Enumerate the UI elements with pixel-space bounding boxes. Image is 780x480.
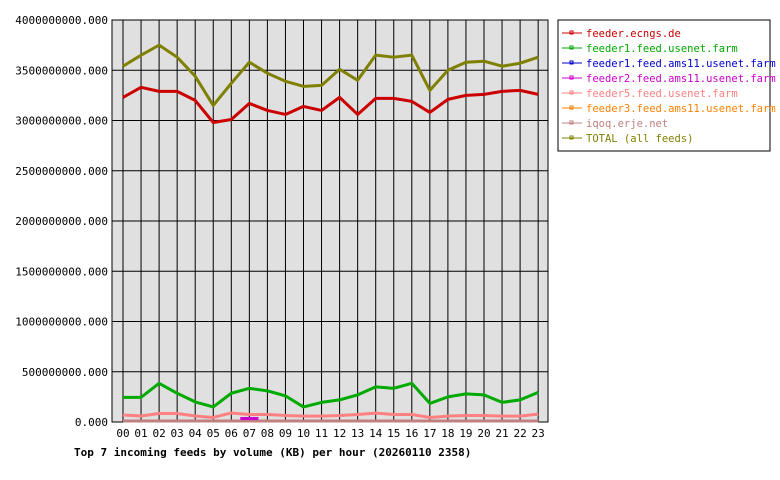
legend-marker-icon xyxy=(569,105,574,110)
y-tick-label: 4000000000.000 xyxy=(15,14,108,27)
legend-item: feeder1.feed.usenet.farm xyxy=(562,43,738,55)
y-tick-label: 2000000000.000 xyxy=(15,215,108,228)
legend-marker-icon xyxy=(569,120,574,125)
x-tick-label: 17 xyxy=(423,427,436,440)
legend-label: feeder1.feed.ams11.usenet.farm xyxy=(586,58,776,70)
x-tick-label: 16 xyxy=(405,427,418,440)
y-tick-label: 1500000000.000 xyxy=(15,265,108,278)
legend-item: feeder1.feed.ams11.usenet.farm xyxy=(562,58,776,70)
x-tick-label: 02 xyxy=(152,427,165,440)
x-tick-label: 07 xyxy=(243,427,256,440)
series-line xyxy=(122,411,539,419)
legend-item: iqoq.erje.net xyxy=(562,118,668,130)
legend-label: feeder2.feed.ams11.usenet.farm xyxy=(586,73,776,85)
legend-label: feeder1.feed.usenet.farm xyxy=(586,43,738,55)
y-tick-label: 1000000000.000 xyxy=(15,316,108,329)
series-feeder5-feed-usenet-farm xyxy=(122,411,539,419)
legend-label: feeder3.feed.ams11.usenet.farm xyxy=(586,103,776,115)
x-tick-label: 12 xyxy=(333,427,346,440)
y-tick-label: 3000000000.000 xyxy=(15,115,108,128)
legend-label: iqoq.erje.net xyxy=(586,118,668,130)
legend-item: TOTAL (all feeds) xyxy=(562,133,693,145)
series-feeder1-feed-usenet-farm xyxy=(122,381,539,409)
legend-item: feeder.ecngs.de xyxy=(562,28,681,40)
y-tick-label: 500000000.000 xyxy=(22,366,108,379)
legend-marker-icon xyxy=(569,60,574,65)
x-tick-label: 09 xyxy=(279,427,292,440)
x-tick-label: 20 xyxy=(477,427,490,440)
x-tick-label: 23 xyxy=(532,427,545,440)
legend-box xyxy=(557,19,771,152)
legend-item: feeder5.feed.usenet.farm xyxy=(562,88,738,100)
y-tick-label: 3500000000.000 xyxy=(15,64,108,77)
legend-marker-icon xyxy=(569,90,574,95)
legend-item: feeder2.feed.ams11.usenet.farm xyxy=(562,73,776,85)
series-line xyxy=(122,85,539,125)
y-tick-label: 2500000000.000 xyxy=(15,165,108,178)
x-tick-label: 04 xyxy=(189,427,203,440)
x-tick-label: 08 xyxy=(261,427,274,440)
x-tick-label: 03 xyxy=(171,427,184,440)
x-tick-label: 06 xyxy=(225,427,238,440)
x-tick-label: 11 xyxy=(315,427,328,440)
x-tick-label: 05 xyxy=(207,427,220,440)
series-feeder-ecngs-de xyxy=(122,85,539,125)
legend-label: feeder5.feed.usenet.farm xyxy=(586,88,738,100)
series-line xyxy=(123,381,539,409)
x-tick-label: 21 xyxy=(495,427,508,440)
legend-marker-icon xyxy=(569,30,574,35)
series-total-all-feeds- xyxy=(122,43,539,107)
legend-label: TOTAL (all feeds) xyxy=(586,133,693,145)
x-tick-label: 22 xyxy=(513,427,526,440)
y-tick-label: 0.000 xyxy=(75,416,108,429)
x-tick-label: 13 xyxy=(351,427,364,440)
x-tick-label: 00 xyxy=(116,427,129,440)
x-tick-label: 18 xyxy=(441,427,454,440)
legend-marker-icon xyxy=(569,135,574,140)
x-tick-label: 15 xyxy=(387,427,400,440)
legend-label: feeder.ecngs.de xyxy=(586,28,681,40)
x-tick-label: 10 xyxy=(297,427,310,440)
chart-title: Top 7 incoming feeds by volume (KB) per … xyxy=(74,446,471,459)
legend-marker-icon xyxy=(569,45,574,50)
x-tick-label: 01 xyxy=(134,427,147,440)
legend-marker-icon xyxy=(569,75,574,80)
x-tick-label: 19 xyxy=(459,427,472,440)
x-tick-label: 14 xyxy=(369,427,383,440)
legend-item: feeder3.feed.ams11.usenet.farm xyxy=(562,103,776,115)
series-line xyxy=(122,43,539,107)
